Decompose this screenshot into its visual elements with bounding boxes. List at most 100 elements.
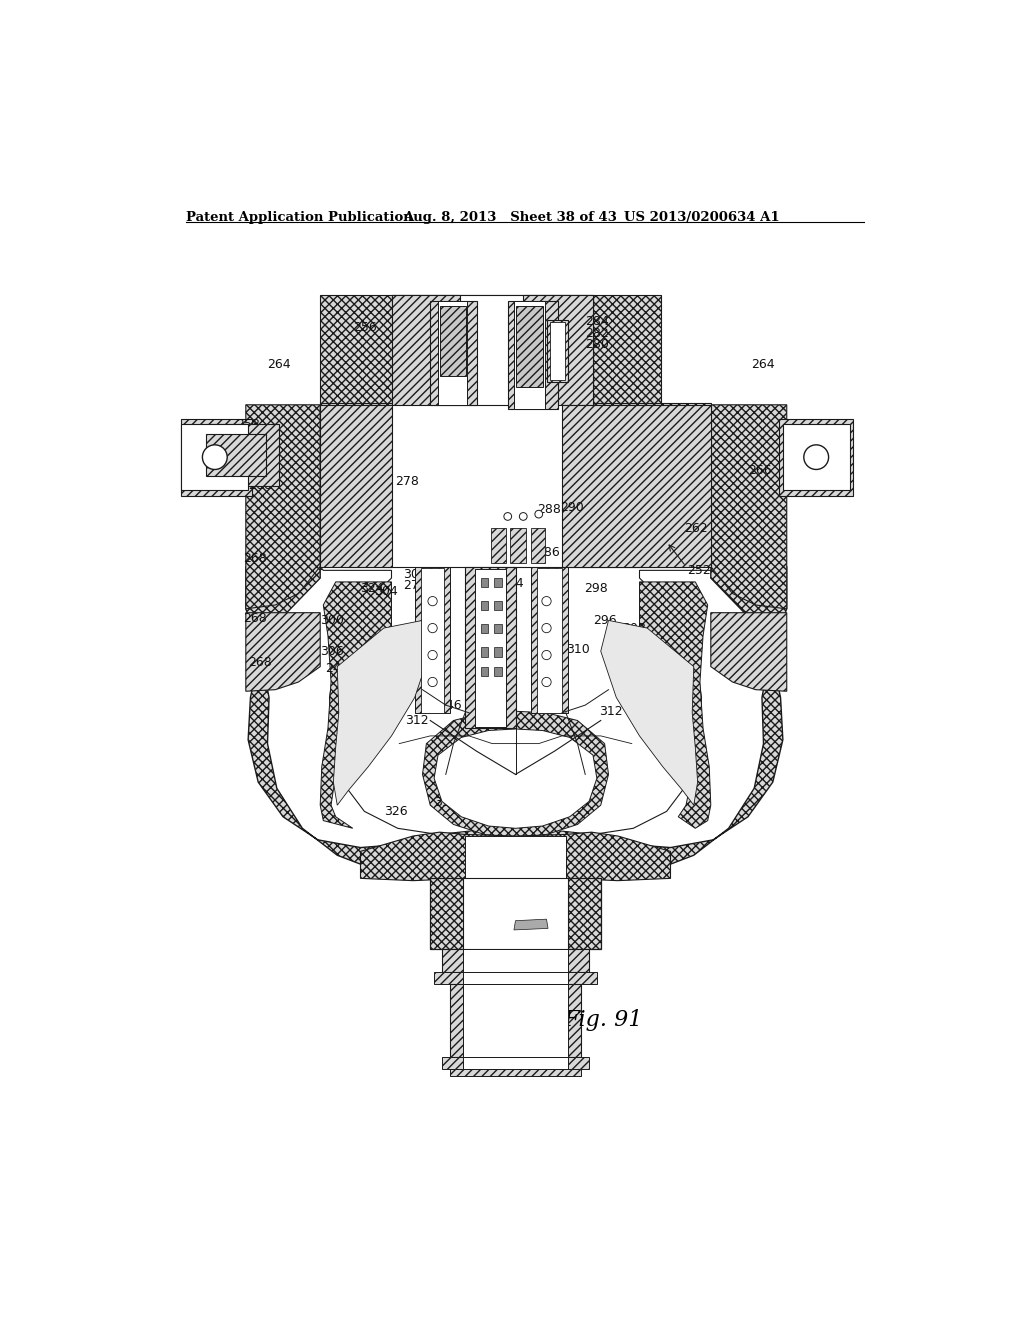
Polygon shape: [423, 711, 608, 837]
Polygon shape: [779, 418, 853, 496]
Text: 280: 280: [586, 338, 609, 351]
Text: 288: 288: [538, 503, 561, 516]
Circle shape: [203, 445, 227, 470]
Bar: [463, 1057, 568, 1069]
Text: 262: 262: [684, 521, 708, 535]
Text: US 2013/0200634 A1: US 2013/0200634 A1: [624, 211, 779, 224]
Text: 306: 306: [321, 644, 344, 657]
Polygon shape: [246, 612, 321, 692]
Bar: [480, 624, 488, 634]
Text: 316: 316: [508, 795, 531, 807]
Bar: [475, 569, 506, 727]
Bar: [480, 647, 488, 656]
Circle shape: [542, 677, 551, 686]
Text: 278: 278: [395, 475, 419, 488]
Text: 272: 272: [545, 899, 568, 912]
Text: 258: 258: [237, 417, 260, 430]
Text: 320: 320: [463, 796, 486, 809]
Circle shape: [428, 597, 437, 606]
Text: 282: 282: [586, 327, 609, 341]
Bar: [480, 667, 488, 676]
Polygon shape: [711, 612, 786, 692]
Text: 268: 268: [243, 612, 266, 626]
Bar: [494, 578, 502, 587]
Bar: [345, 405, 686, 566]
Text: 276: 276: [538, 999, 561, 1012]
Bar: [434, 973, 597, 983]
Text: 284: 284: [586, 315, 609, 329]
Text: 304: 304: [352, 684, 377, 696]
Text: Aug. 8, 2013   Sheet 38 of 43: Aug. 8, 2013 Sheet 38 of 43: [403, 211, 617, 224]
Circle shape: [428, 651, 437, 660]
Bar: [465, 566, 515, 729]
Circle shape: [542, 651, 551, 660]
Bar: [463, 878, 568, 949]
Text: 256: 256: [352, 321, 377, 334]
Text: 312: 312: [599, 705, 623, 718]
Bar: [550, 322, 565, 380]
Bar: [463, 949, 568, 973]
Bar: [490, 528, 506, 562]
Bar: [321, 404, 711, 569]
Bar: [439, 306, 466, 375]
Text: 344: 344: [480, 797, 504, 810]
Text: 346: 346: [438, 698, 462, 711]
Text: 290: 290: [560, 502, 585, 515]
Text: 252: 252: [687, 564, 712, 577]
Text: 294: 294: [500, 577, 523, 590]
Polygon shape: [434, 729, 597, 829]
Text: 298: 298: [584, 582, 607, 594]
Bar: [465, 836, 566, 880]
Bar: [480, 601, 488, 610]
Bar: [480, 578, 488, 587]
Polygon shape: [711, 405, 786, 609]
Text: 274: 274: [545, 916, 568, 929]
Polygon shape: [562, 405, 711, 566]
Text: 268: 268: [248, 656, 272, 669]
Bar: [415, 566, 450, 713]
Polygon shape: [321, 405, 391, 566]
Text: 24: 24: [326, 661, 341, 675]
Text: 308: 308: [623, 622, 646, 635]
Circle shape: [504, 512, 512, 520]
Bar: [391, 296, 593, 409]
Bar: [494, 624, 502, 634]
Polygon shape: [321, 582, 391, 829]
Bar: [430, 301, 477, 405]
Bar: [547, 321, 568, 381]
Bar: [421, 568, 444, 713]
Bar: [391, 296, 460, 409]
Text: 324: 324: [360, 582, 384, 594]
Polygon shape: [640, 582, 711, 829]
Bar: [463, 973, 568, 983]
Text: Patent Application Publication: Patent Application Publication: [186, 211, 413, 224]
Circle shape: [519, 512, 527, 520]
Bar: [494, 601, 502, 610]
Bar: [450, 1069, 582, 1076]
Text: 300: 300: [321, 614, 344, 627]
Text: 326: 326: [384, 805, 408, 818]
Bar: [523, 296, 593, 409]
Circle shape: [804, 445, 828, 470]
Bar: [510, 528, 525, 562]
Text: Fig. 91: Fig. 91: [563, 1010, 643, 1031]
Bar: [531, 566, 568, 713]
Bar: [494, 667, 502, 676]
Circle shape: [535, 511, 543, 517]
Text: 286: 286: [537, 546, 560, 560]
Circle shape: [428, 623, 437, 632]
Text: 266: 266: [748, 463, 772, 477]
Bar: [206, 434, 266, 477]
Text: 292: 292: [484, 623, 508, 636]
Bar: [438, 301, 467, 405]
Polygon shape: [321, 562, 711, 834]
Polygon shape: [180, 418, 252, 496]
Bar: [321, 296, 662, 409]
Bar: [515, 306, 544, 387]
Bar: [206, 424, 280, 486]
Circle shape: [542, 623, 551, 632]
Bar: [463, 983, 568, 1057]
Text: 350: 350: [385, 698, 410, 711]
Polygon shape: [246, 405, 321, 609]
Text: 278: 278: [403, 579, 427, 593]
